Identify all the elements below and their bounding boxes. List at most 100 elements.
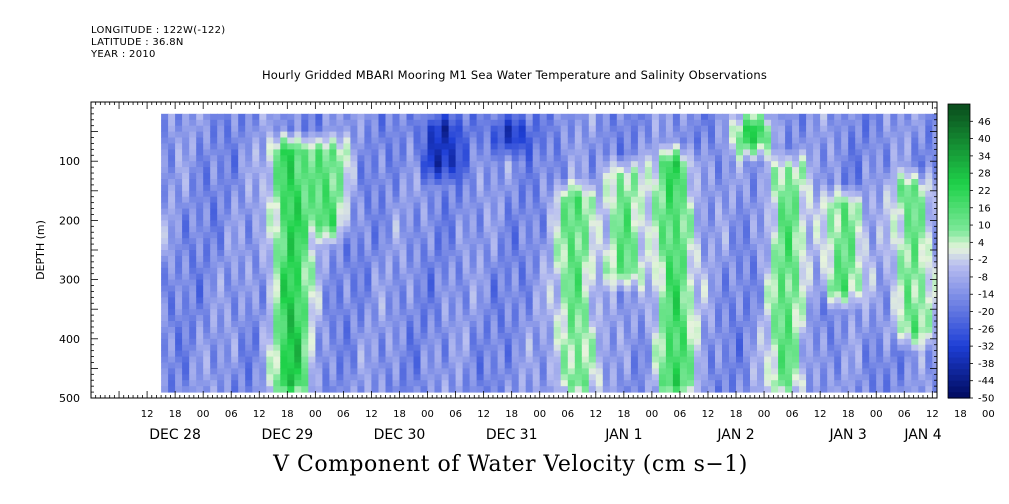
heatmap-cell bbox=[280, 137, 288, 144]
heatmap-cell bbox=[455, 303, 464, 310]
heatmap-cell bbox=[644, 238, 653, 245]
heatmap-cell bbox=[266, 386, 274, 393]
heatmap-cell bbox=[175, 184, 183, 192]
heatmap-cell bbox=[322, 285, 330, 292]
heatmap-cell bbox=[259, 226, 267, 233]
heatmap-cell bbox=[588, 273, 597, 281]
heatmap-cell bbox=[518, 226, 527, 233]
heatmap-cell bbox=[658, 338, 667, 346]
heatmap-cell bbox=[560, 362, 569, 369]
heatmap-cell bbox=[427, 173, 435, 180]
heatmap-cell bbox=[616, 208, 625, 215]
heatmap-cell bbox=[245, 250, 253, 257]
heatmap-cell bbox=[595, 179, 604, 186]
heatmap-cell bbox=[336, 332, 344, 340]
heatmap-cell bbox=[210, 279, 218, 286]
heatmap-cell bbox=[175, 131, 183, 138]
heatmap-cell bbox=[686, 208, 695, 215]
heatmap-cell bbox=[890, 184, 898, 192]
heatmap-cell bbox=[715, 344, 723, 352]
heatmap-cell bbox=[820, 202, 828, 209]
heatmap-cell bbox=[595, 273, 604, 281]
heatmap-cell bbox=[827, 220, 835, 227]
heatmap-cell bbox=[806, 149, 814, 156]
heatmap-cell bbox=[476, 137, 485, 144]
heatmap-cell bbox=[841, 202, 849, 209]
heatmap-cell bbox=[238, 167, 246, 174]
heatmap-cell bbox=[750, 279, 758, 286]
heatmap-cell bbox=[420, 208, 428, 215]
heatmap-cell bbox=[189, 285, 197, 292]
heatmap-cell bbox=[658, 285, 667, 292]
heatmap-cell bbox=[567, 350, 576, 357]
heatmap-cell bbox=[525, 285, 534, 292]
heatmap-cell bbox=[343, 368, 351, 375]
heatmap-cell bbox=[862, 173, 870, 180]
heatmap-cell bbox=[750, 167, 758, 174]
heatmap-cell bbox=[413, 374, 421, 381]
heatmap-cell bbox=[350, 315, 358, 322]
heatmap-cell bbox=[301, 137, 309, 144]
heatmap-cell bbox=[189, 214, 197, 221]
heatmap-cell bbox=[406, 309, 414, 316]
heatmap-cell bbox=[462, 362, 471, 369]
heatmap-cell bbox=[476, 244, 485, 251]
heatmap-cell bbox=[511, 338, 520, 346]
heatmap-cell bbox=[315, 196, 323, 204]
heatmap-cell bbox=[609, 380, 618, 387]
heatmap-cell bbox=[301, 327, 309, 334]
heatmap-cell bbox=[469, 255, 478, 263]
heatmap-cell bbox=[273, 238, 281, 245]
heatmap-cell bbox=[567, 267, 576, 275]
heatmap-cell bbox=[399, 131, 407, 138]
heatmap-cell bbox=[399, 350, 407, 357]
heatmap-cell bbox=[280, 113, 288, 121]
heatmap-cell bbox=[539, 250, 548, 257]
heatmap-cell bbox=[722, 297, 730, 304]
heatmap-cell bbox=[392, 119, 400, 127]
heatmap-cell bbox=[694, 386, 702, 393]
heatmap-cell bbox=[567, 315, 576, 322]
heatmap-cell bbox=[820, 321, 828, 328]
heatmap-cell bbox=[168, 350, 176, 357]
heatmap-cell bbox=[357, 362, 365, 369]
heatmap-cell bbox=[792, 285, 800, 292]
heatmap-cell bbox=[238, 113, 246, 121]
heatmap-cell bbox=[189, 202, 197, 209]
heatmap-cell bbox=[434, 250, 442, 257]
heatmap-cell bbox=[546, 143, 555, 150]
heatmap-cell bbox=[371, 155, 379, 162]
heatmap-cell bbox=[553, 315, 562, 322]
heatmap-cell bbox=[245, 279, 253, 286]
heatmap-cell bbox=[196, 327, 204, 334]
heatmap-cell bbox=[294, 297, 302, 304]
heatmap-cell bbox=[315, 344, 323, 352]
heatmap-cell bbox=[883, 179, 891, 186]
heatmap-cell bbox=[813, 362, 821, 369]
heatmap-cell bbox=[189, 238, 197, 245]
heatmap-cell bbox=[343, 338, 351, 346]
heatmap-cell bbox=[813, 244, 821, 251]
heatmap-cell bbox=[357, 380, 365, 387]
heatmap-cell bbox=[399, 238, 407, 245]
heatmap-cell bbox=[469, 380, 478, 387]
heatmap-cell bbox=[848, 119, 856, 127]
heatmap-cell bbox=[399, 327, 407, 334]
heatmap-cell bbox=[658, 332, 667, 340]
heatmap-cell bbox=[841, 368, 849, 375]
heatmap-cell bbox=[588, 113, 597, 121]
heatmap-cell bbox=[623, 380, 632, 387]
heatmap-cell bbox=[637, 350, 646, 357]
heatmap-cell bbox=[364, 356, 372, 363]
heatmap-cell bbox=[750, 374, 758, 381]
heatmap-cell bbox=[715, 244, 723, 251]
heatmap-cell bbox=[287, 208, 295, 215]
heatmap-cell bbox=[161, 173, 169, 180]
heatmap-cell bbox=[764, 119, 772, 127]
heatmap-cell bbox=[848, 202, 856, 209]
heatmap-cell bbox=[553, 184, 562, 192]
heatmap-cell bbox=[841, 291, 849, 298]
heatmap-cell bbox=[694, 297, 702, 304]
heatmap-cell bbox=[308, 208, 316, 215]
heatmap-cell bbox=[294, 137, 302, 144]
